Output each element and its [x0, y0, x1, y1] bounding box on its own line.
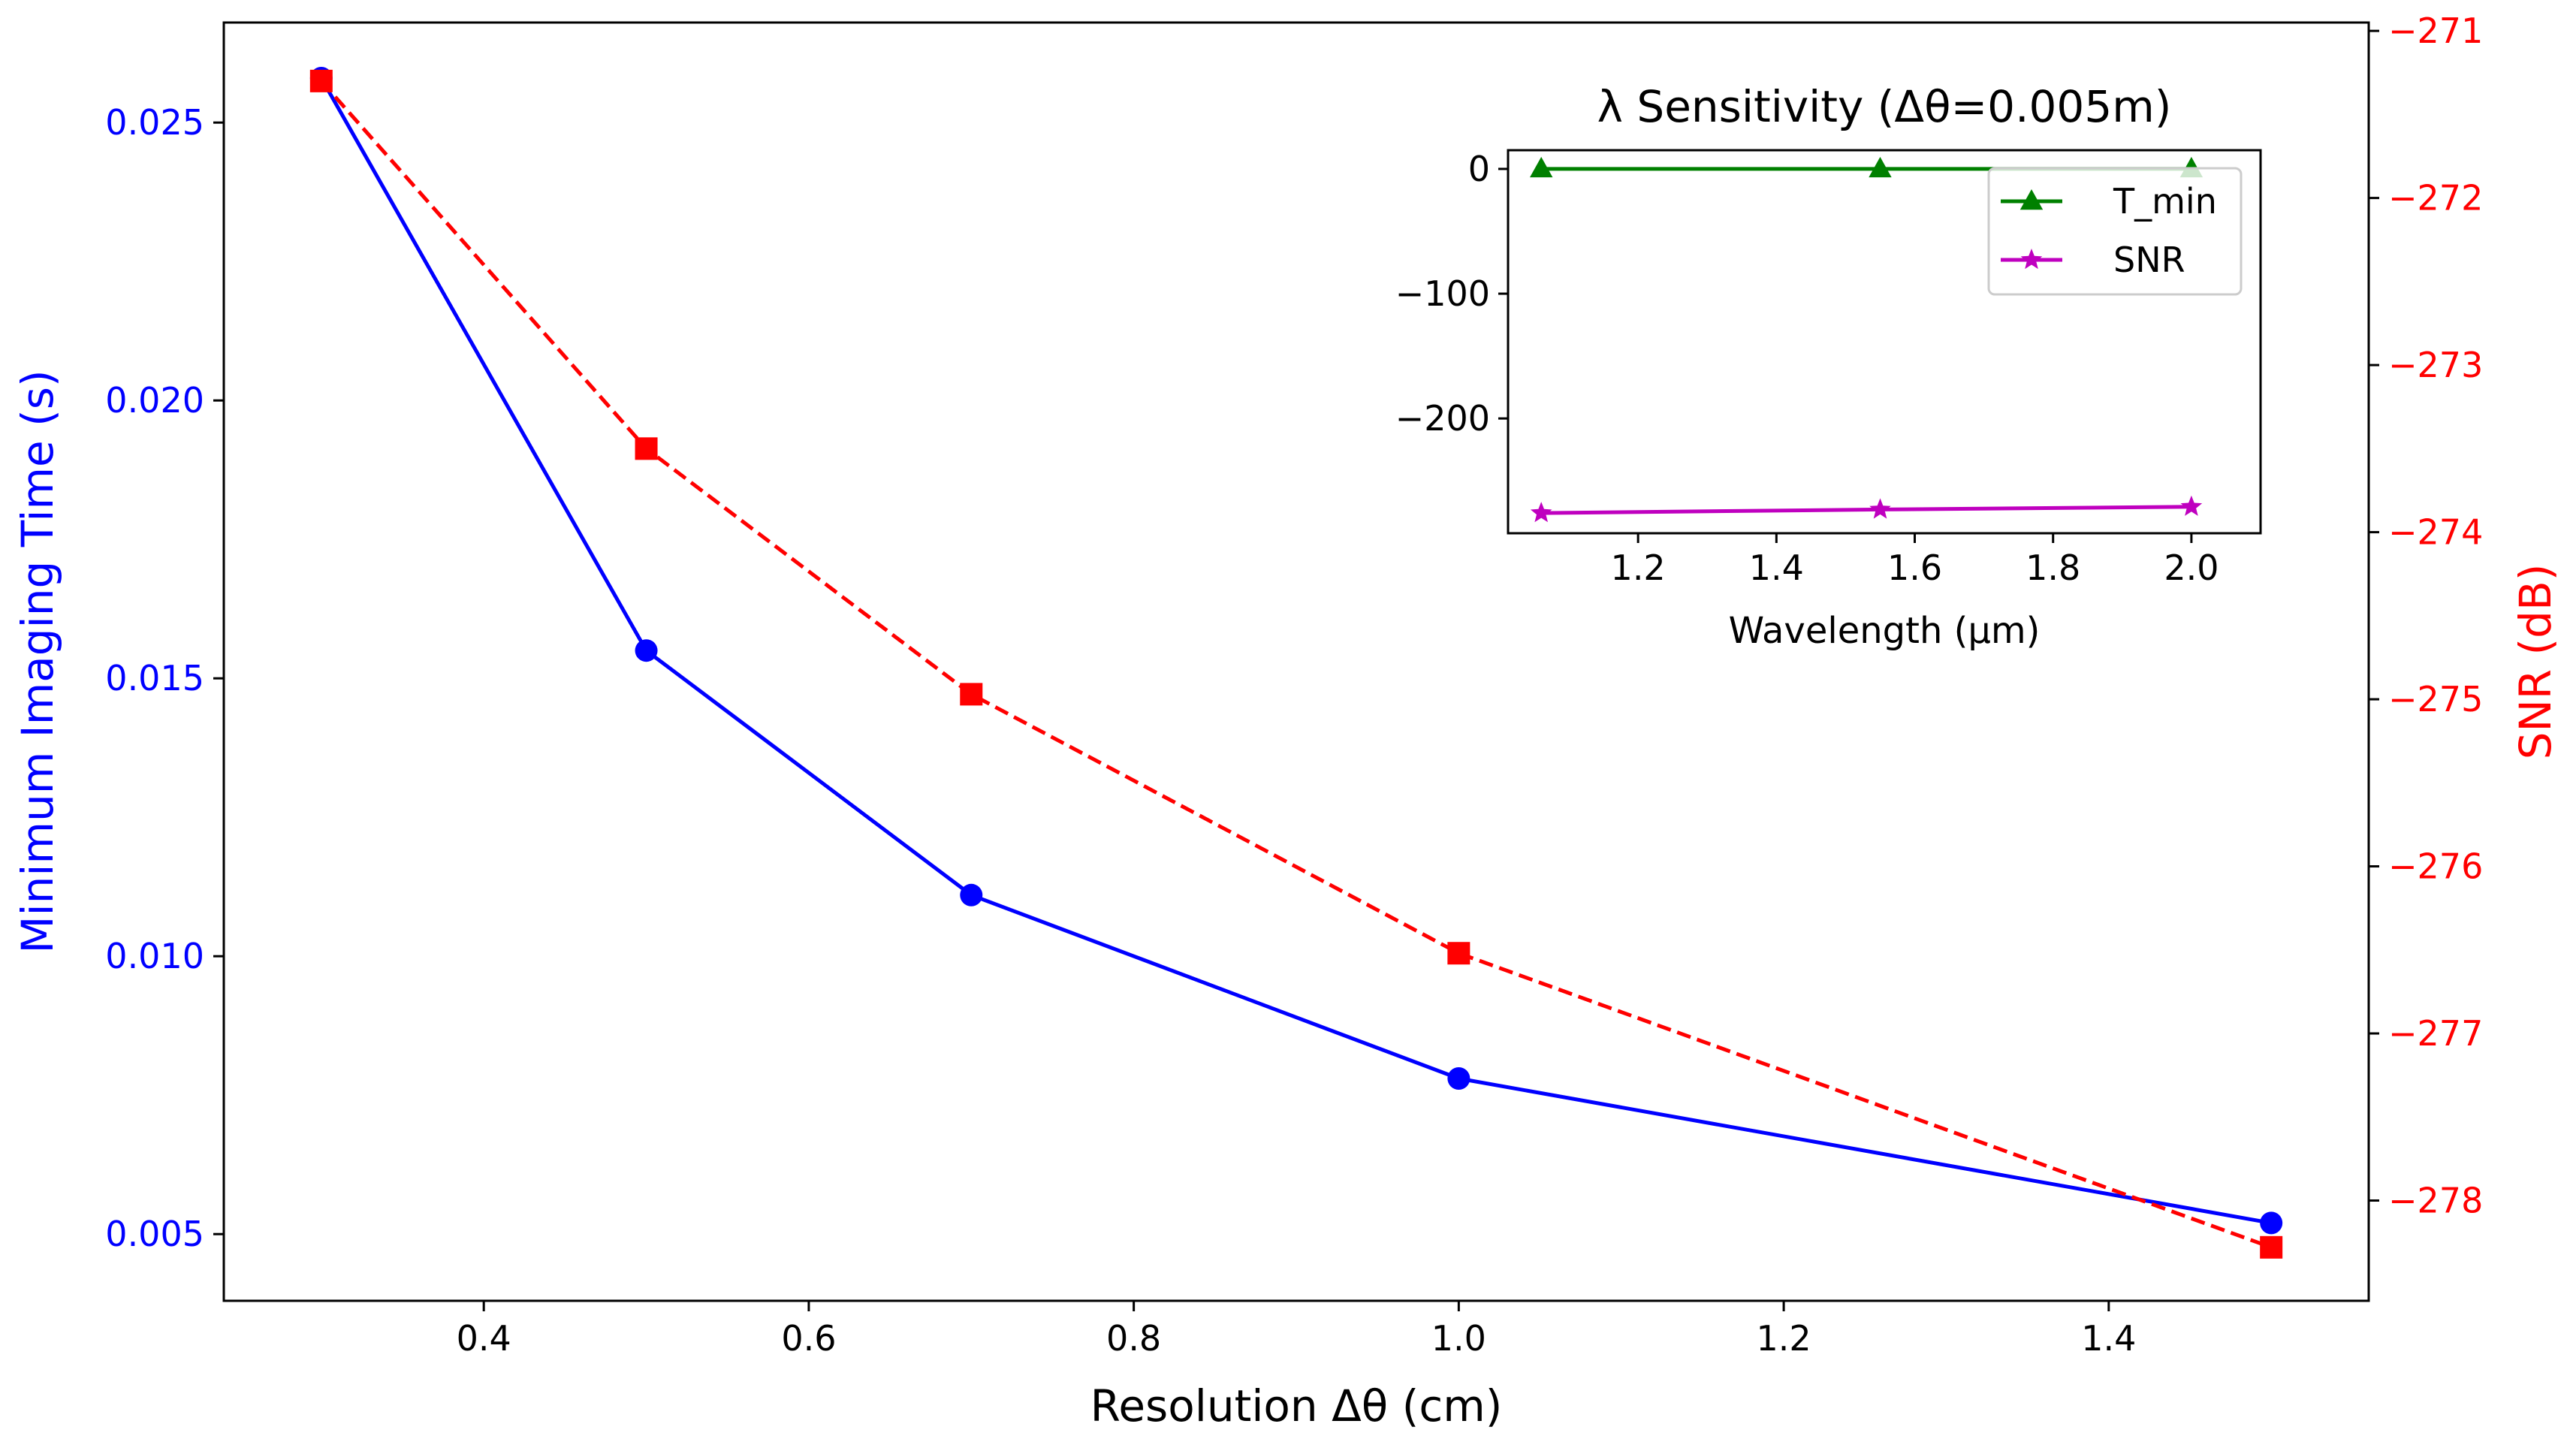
- inset-plot-frame: [1507, 149, 2262, 535]
- main-y-right-tick-label: −277: [2388, 1013, 2483, 1054]
- inset-snr-point: [2180, 495, 2203, 516]
- main-y-left-tick-label: 0.005: [105, 1214, 204, 1254]
- inset-x-axis-label: Wavelength (µm): [1729, 610, 2041, 652]
- main-x-axis-label: Resolution Δθ (cm): [1090, 1380, 1503, 1431]
- main-y-right-ticks: −271 −272 −273 −274 −275 −276 −277 −278: [2369, 11, 2483, 1221]
- main-y-left-tick-label: 0.020: [105, 380, 204, 421]
- main-x-tick-label: 0.4: [457, 1318, 511, 1359]
- inset-y-tick-label: 0: [1468, 149, 1490, 189]
- legend-tmin-marker: [2019, 189, 2044, 210]
- imaging-time-point: [2260, 1211, 2283, 1235]
- snr-point: [635, 437, 658, 460]
- main-y-left-tick-label: 0.025: [105, 102, 204, 143]
- inset-x-tick-label: 1.4: [1749, 548, 1804, 588]
- inset-x-tick-label: 1.2: [1611, 548, 1666, 588]
- main-y-left-axis-label: Minimum Imaging Time (s): [12, 370, 63, 953]
- main-y-right-tick-label: −275: [2388, 679, 2483, 719]
- main-y-left-tick-label: 0.015: [105, 658, 204, 698]
- main-x-tick-label: 1.0: [1431, 1318, 1486, 1359]
- main-y-right-tick-label: −278: [2388, 1181, 2483, 1221]
- main-series-group: [309, 67, 2283, 1259]
- inset-plot: 1.2 1.4 1.6 1.8 2.0 0 −100 −200 λ Sensitivity …: [1395, 81, 2262, 652]
- main-x-ticks: 0.4 0.6 0.8 1.0 1.2 1.4: [457, 1301, 2136, 1359]
- inset-x-tick-label: 1.8: [2026, 548, 2080, 588]
- legend-tmin-label: T_min: [2113, 181, 2217, 222]
- main-plot-frame: [222, 21, 2370, 1302]
- imaging-time-point: [635, 639, 658, 662]
- inset-legend: T_min SNR: [1987, 167, 2243, 296]
- inset-snr-point: [1869, 498, 1891, 519]
- main-y-right-tick-label: −272: [2388, 178, 2483, 219]
- main-x-tick-label: 1.4: [2081, 1318, 2136, 1359]
- main-y-right-tick-label: −273: [2388, 345, 2483, 385]
- snr-series-line: [319, 80, 2273, 1250]
- main-y-left-tick-label: 0.010: [105, 936, 204, 976]
- inset-y-tick-label: −100: [1395, 273, 1490, 314]
- main-x-tick-label: 0.6: [781, 1318, 836, 1359]
- snr-point: [2260, 1235, 2283, 1259]
- inset-x-tick-label: 1.6: [1887, 548, 1942, 588]
- snr-point: [1447, 942, 1470, 965]
- inset-title: λ Sensitivity (Δθ=0.005m): [1597, 81, 2172, 132]
- main-x-tick-label: 1.2: [1757, 1318, 1811, 1359]
- snr-point: [309, 69, 333, 92]
- legend-snr-marker: [2020, 249, 2043, 270]
- main-y-right-axis-label: SNR (dB): [2510, 564, 2561, 760]
- imaging-time-point: [1447, 1067, 1470, 1090]
- imaging-time-point: [960, 883, 983, 907]
- inset-snr-point: [1530, 502, 1552, 523]
- main-y-right-tick-label: −276: [2388, 846, 2483, 887]
- main-y-left-ticks: 0.005 0.010 0.015 0.020 0.025: [105, 102, 224, 1254]
- main-x-tick-label: 0.8: [1106, 1318, 1161, 1359]
- main-y-right-tick-label: −271: [2388, 11, 2483, 51]
- inset-tmin-point: [1530, 156, 1553, 178]
- inset-y-ticks: 0 −100 −200: [1395, 149, 1508, 439]
- main-y-right-tick-label: −274: [2388, 512, 2483, 553]
- inset-y-tick-label: −200: [1395, 398, 1490, 439]
- inset-x-tick-label: 2.0: [2164, 548, 2219, 588]
- inset-tmin-point: [1869, 156, 1892, 178]
- snr-point: [960, 683, 983, 706]
- main-plot: 0.4 0.6 0.8 1.0 1.2 1.4 0.0050.0100.0150.0200…: [12, 11, 2561, 1431]
- inset-x-ticks: 1.2 1.4 1.6 1.8 2.0: [1611, 533, 2219, 588]
- legend-snr-label: SNR: [2113, 240, 2185, 280]
